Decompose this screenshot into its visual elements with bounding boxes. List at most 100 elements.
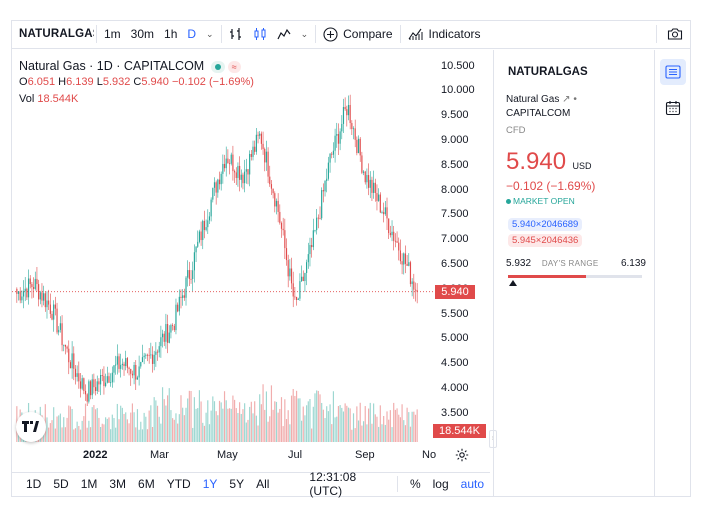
candle-body bbox=[393, 231, 395, 241]
range-1m[interactable]: 1M bbox=[80, 477, 98, 491]
current-price-tag: 5.940 bbox=[435, 285, 475, 299]
candle-body bbox=[130, 368, 132, 374]
volume-bar bbox=[56, 416, 58, 442]
tradingview-logo[interactable] bbox=[16, 412, 46, 442]
interval-chevron-down-icon[interactable]: ⌄ bbox=[206, 28, 214, 39]
details-name[interactable]: Natural Gas bbox=[506, 94, 560, 105]
legend-title: Natural Gas · 1D · CAPITALCOM bbox=[19, 59, 205, 73]
watchlist-details-icon[interactable] bbox=[660, 59, 686, 85]
volume-bar bbox=[59, 413, 61, 442]
candle-body bbox=[414, 289, 417, 291]
range-5d[interactable]: 5D bbox=[53, 477, 69, 491]
candle-body bbox=[59, 323, 61, 330]
candle-body bbox=[411, 281, 413, 285]
area-chart-icon[interactable] bbox=[272, 20, 296, 48]
candle-body bbox=[279, 211, 281, 223]
volume-bar bbox=[299, 398, 301, 442]
volume-bar bbox=[279, 408, 281, 442]
price-tick: 9.500 bbox=[441, 109, 469, 122]
candle-body bbox=[63, 344, 65, 346]
volume-bar bbox=[215, 411, 217, 442]
bar-style-icon[interactable] bbox=[224, 20, 248, 48]
indicators-button[interactable]: Indicators bbox=[403, 20, 486, 48]
day-range-marker bbox=[509, 280, 517, 286]
volume-bar bbox=[347, 407, 350, 442]
calendar-icon[interactable] bbox=[660, 95, 686, 121]
dot-separator: • bbox=[573, 94, 577, 105]
settings-gear-icon[interactable] bbox=[455, 448, 469, 467]
volume-bar bbox=[336, 416, 338, 442]
candle-body bbox=[71, 353, 73, 369]
volume-bar bbox=[391, 427, 393, 442]
volume-bar bbox=[356, 406, 358, 442]
volume-bar bbox=[386, 411, 388, 442]
volume-bar bbox=[289, 424, 291, 442]
interval-1m[interactable]: 1m bbox=[104, 27, 121, 41]
candle-body bbox=[111, 372, 113, 383]
range-1y[interactable]: 1Y bbox=[202, 477, 218, 491]
interval-d[interactable]: D bbox=[187, 27, 197, 41]
external-link-icon[interactable]: ↗ bbox=[562, 94, 571, 105]
volume-bar bbox=[351, 429, 353, 442]
price-tick: 6.500 bbox=[441, 257, 469, 270]
camera-icon[interactable] bbox=[659, 20, 691, 48]
candles-icon[interactable] bbox=[248, 20, 272, 48]
range-ytd[interactable]: YTD bbox=[166, 477, 191, 491]
volume-bar bbox=[344, 403, 346, 442]
time-axis[interactable]: 2022 Mar May Jul Sep No bbox=[12, 446, 436, 466]
candle-body bbox=[79, 381, 82, 389]
volume-bar bbox=[285, 419, 288, 442]
volume-bar bbox=[309, 399, 311, 442]
log-toggle[interactable]: log bbox=[432, 477, 449, 491]
volume-bar bbox=[331, 424, 333, 442]
auto-toggle[interactable]: auto bbox=[460, 477, 484, 491]
price-chart[interactable] bbox=[12, 50, 489, 496]
candle-body bbox=[409, 262, 412, 285]
interval-30m[interactable]: 30m bbox=[130, 27, 155, 41]
compare-button[interactable]: Compare bbox=[318, 20, 397, 48]
range-all[interactable]: All bbox=[256, 477, 270, 491]
volume-bar bbox=[371, 423, 373, 442]
candle-body bbox=[324, 181, 326, 192]
symbol-search[interactable]: NATURALGAS bbox=[19, 28, 94, 40]
candle-body bbox=[84, 390, 87, 395]
candle-body bbox=[227, 158, 229, 164]
close-value: 5.940 bbox=[141, 76, 169, 88]
candle-body bbox=[334, 135, 336, 151]
price-axis[interactable]: 10.500 10.000 9.500 9.000 8.500 8.000 7.500 7.0… bbox=[441, 50, 488, 440]
volume-bar bbox=[79, 429, 82, 442]
volume-bar bbox=[354, 428, 356, 442]
candle-body bbox=[265, 151, 267, 163]
candle-body bbox=[259, 133, 261, 136]
details-type: CFD bbox=[506, 125, 526, 136]
candle-body bbox=[230, 154, 232, 164]
candle-body bbox=[297, 298, 299, 300]
range-6m[interactable]: 6M bbox=[138, 477, 155, 491]
volume-bar bbox=[311, 428, 313, 442]
volume-bar bbox=[254, 401, 256, 442]
range-5y[interactable]: 5Y bbox=[229, 477, 245, 491]
interval-1h[interactable]: 1h bbox=[164, 27, 178, 41]
volume-bar bbox=[100, 427, 102, 442]
candle-body bbox=[135, 364, 137, 380]
volume-bar bbox=[153, 397, 155, 442]
volume-bar bbox=[192, 427, 194, 442]
volume-bar bbox=[326, 406, 328, 442]
candle-body bbox=[31, 284, 33, 288]
range-3m[interactable]: 3M bbox=[109, 477, 127, 491]
chart-type-chevron-down-icon[interactable]: ⌄ bbox=[300, 28, 309, 39]
candle-body bbox=[88, 381, 90, 402]
candle-body bbox=[203, 220, 206, 230]
candle-body bbox=[138, 366, 140, 378]
volume-bar bbox=[389, 410, 391, 442]
candle-body bbox=[311, 245, 313, 248]
volume-bar bbox=[294, 395, 296, 442]
volume-bar bbox=[302, 406, 304, 442]
percent-toggle[interactable]: % bbox=[409, 477, 421, 491]
candle-body bbox=[103, 375, 105, 387]
volume-bar bbox=[63, 417, 65, 442]
details-exchange: CAPITALCOM bbox=[506, 108, 571, 119]
range-1d[interactable]: 1D bbox=[26, 477, 42, 491]
candle-body bbox=[401, 261, 403, 265]
clock-time[interactable]: 12:31:08 (UTC) bbox=[309, 470, 357, 498]
